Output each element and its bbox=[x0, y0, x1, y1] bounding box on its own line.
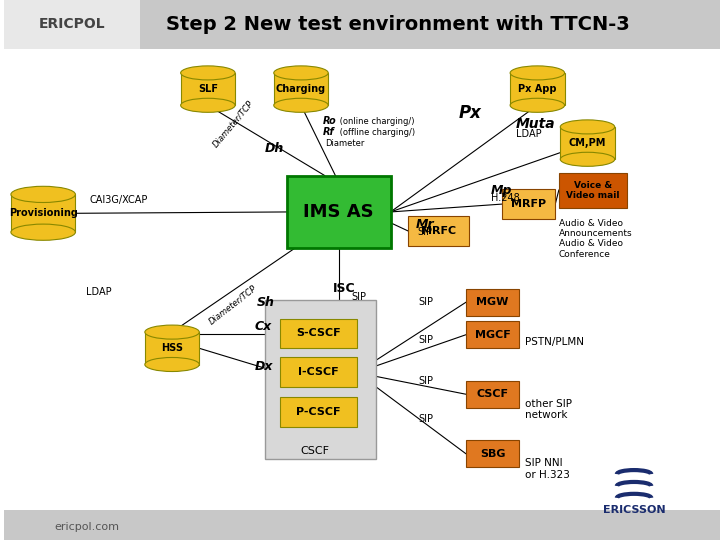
Text: Provisioning: Provisioning bbox=[9, 208, 78, 218]
Text: Mp: Mp bbox=[491, 184, 513, 197]
FancyBboxPatch shape bbox=[265, 300, 376, 459]
Ellipse shape bbox=[510, 66, 564, 80]
FancyBboxPatch shape bbox=[559, 173, 627, 208]
Text: other SIP
network: other SIP network bbox=[525, 399, 572, 420]
Text: MGCF: MGCF bbox=[474, 330, 510, 340]
Text: Cx: Cx bbox=[254, 320, 271, 333]
Text: ericpol.com: ericpol.com bbox=[54, 522, 119, 531]
Text: Step 2 New test environment with TTCN-3: Step 2 New test environment with TTCN-3 bbox=[166, 15, 629, 34]
Ellipse shape bbox=[181, 98, 235, 112]
FancyBboxPatch shape bbox=[287, 176, 390, 248]
Text: SIP: SIP bbox=[418, 335, 433, 345]
Text: (online charging/): (online charging/) bbox=[337, 117, 414, 126]
Text: P-CSCF: P-CSCF bbox=[296, 407, 341, 417]
Text: Rf: Rf bbox=[323, 127, 334, 137]
Text: SIP NNI
or H.323: SIP NNI or H.323 bbox=[525, 458, 570, 480]
Bar bbox=[510, 73, 564, 105]
Ellipse shape bbox=[510, 98, 564, 112]
Text: SIP: SIP bbox=[418, 227, 433, 237]
Ellipse shape bbox=[145, 325, 199, 339]
Text: Ro: Ro bbox=[323, 117, 336, 126]
Bar bbox=[145, 332, 199, 365]
Bar bbox=[11, 194, 76, 232]
Ellipse shape bbox=[560, 152, 615, 166]
Ellipse shape bbox=[274, 98, 328, 112]
Text: CSCF: CSCF bbox=[301, 446, 330, 456]
FancyBboxPatch shape bbox=[279, 319, 357, 348]
Text: LDAP: LDAP bbox=[86, 287, 112, 296]
Text: SBG: SBG bbox=[480, 449, 505, 458]
FancyBboxPatch shape bbox=[466, 381, 519, 408]
FancyBboxPatch shape bbox=[466, 440, 519, 467]
Text: (offline charging/): (offline charging/) bbox=[337, 128, 415, 137]
Text: ERICPOL: ERICPOL bbox=[38, 17, 105, 31]
Bar bbox=[4, 510, 720, 540]
Text: Audio & Video
Announcements
Audio & Video
Conference: Audio & Video Announcements Audio & Vide… bbox=[559, 219, 632, 259]
Bar bbox=[181, 73, 235, 105]
FancyBboxPatch shape bbox=[279, 397, 357, 427]
Text: CAI3G/XCAP: CAI3G/XCAP bbox=[90, 195, 148, 205]
Text: MGW: MGW bbox=[477, 298, 509, 307]
FancyBboxPatch shape bbox=[408, 216, 469, 246]
Bar bbox=[560, 127, 615, 159]
Ellipse shape bbox=[11, 186, 76, 202]
Text: S-CSCF: S-CSCF bbox=[296, 328, 341, 339]
Text: PSTN/PLMN: PSTN/PLMN bbox=[525, 338, 584, 348]
FancyBboxPatch shape bbox=[279, 357, 357, 387]
Text: SIP: SIP bbox=[418, 298, 433, 307]
Text: MRFC: MRFC bbox=[421, 226, 456, 236]
Text: SLF: SLF bbox=[198, 84, 218, 94]
Ellipse shape bbox=[274, 66, 328, 80]
Text: Sh: Sh bbox=[256, 296, 274, 309]
Text: Muta: Muta bbox=[516, 117, 556, 131]
Text: IMS AS: IMS AS bbox=[303, 203, 374, 221]
Text: ERICSSON: ERICSSON bbox=[603, 505, 665, 515]
Bar bbox=[274, 73, 328, 105]
Text: CSCF: CSCF bbox=[477, 389, 508, 399]
Ellipse shape bbox=[560, 120, 615, 134]
Text: Voice &
Video mail: Voice & Video mail bbox=[566, 181, 620, 200]
Ellipse shape bbox=[145, 357, 199, 372]
Ellipse shape bbox=[11, 224, 76, 240]
Text: SIP: SIP bbox=[351, 292, 366, 302]
Text: MRFP: MRFP bbox=[510, 199, 546, 209]
Text: CM,PM: CM,PM bbox=[569, 138, 606, 148]
Text: SIP: SIP bbox=[418, 414, 433, 423]
Text: SIP: SIP bbox=[418, 376, 433, 386]
Ellipse shape bbox=[181, 66, 235, 80]
Text: HSS: HSS bbox=[161, 343, 183, 353]
Text: Diameter/TCP: Diameter/TCP bbox=[211, 99, 255, 149]
Bar bbox=[4, 0, 720, 49]
Text: LDAP: LDAP bbox=[516, 129, 541, 139]
Text: ISC: ISC bbox=[333, 282, 356, 295]
Text: I-CSCF: I-CSCF bbox=[298, 367, 338, 377]
FancyBboxPatch shape bbox=[466, 289, 519, 316]
Text: Px App: Px App bbox=[518, 84, 557, 94]
Text: Charging: Charging bbox=[276, 84, 326, 94]
FancyBboxPatch shape bbox=[466, 321, 519, 348]
Text: Diameter/TCP: Diameter/TCP bbox=[207, 284, 258, 327]
Text: Dx: Dx bbox=[254, 360, 273, 373]
Text: Px: Px bbox=[459, 104, 482, 123]
Text: Diameter: Diameter bbox=[325, 139, 365, 147]
FancyBboxPatch shape bbox=[502, 189, 555, 219]
Text: Mr: Mr bbox=[415, 218, 434, 231]
Text: Dh: Dh bbox=[265, 142, 284, 155]
Bar bbox=[4, 0, 140, 49]
Text: H.248: H.248 bbox=[491, 193, 520, 203]
